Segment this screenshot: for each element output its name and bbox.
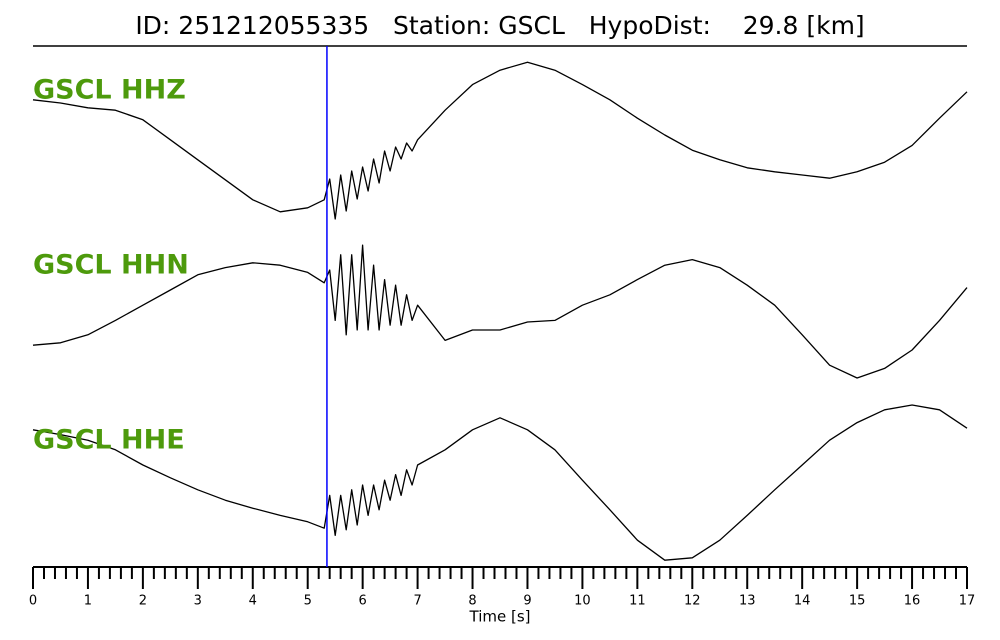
x-tick-label: 8	[468, 594, 476, 609]
x-tick-label: 14	[794, 594, 811, 609]
x-tick-label: 0	[29, 594, 37, 609]
x-tick-label: 4	[249, 594, 257, 609]
x-tick-label: 7	[413, 594, 421, 609]
x-tick-label: 2	[139, 594, 147, 609]
trace-label: GSCL HHZ	[33, 75, 186, 106]
x-tick-label: 3	[194, 594, 202, 609]
x-tick-label: 17	[959, 594, 976, 609]
x-axis-label: Time [s]	[469, 608, 531, 626]
x-tick-label: 11	[629, 594, 646, 609]
trace-label: GSCL HHN	[33, 250, 189, 281]
trace	[32, 244, 968, 379]
chart-title: ID: 251212055335 Station: GSCL HypoDist:…	[135, 11, 864, 40]
x-tick-label: 15	[849, 594, 866, 609]
trace-label: GSCL HHE	[33, 425, 185, 456]
x-tick-label: 13	[739, 594, 756, 609]
trace	[32, 61, 968, 220]
x-tick-label: 5	[304, 594, 312, 609]
trace	[32, 404, 968, 561]
x-tick-label: 10	[574, 594, 591, 609]
x-tick-label: 6	[359, 594, 367, 609]
x-tick-label: 1	[84, 594, 92, 609]
x-tick-label: 9	[523, 594, 531, 609]
x-tick-label: 12	[684, 594, 701, 609]
x-tick-label: 16	[904, 594, 921, 609]
